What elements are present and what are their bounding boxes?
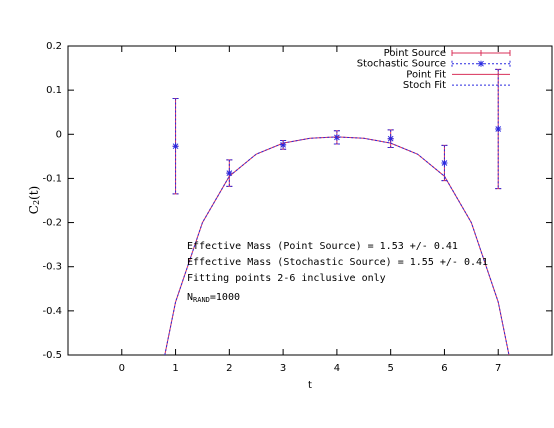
annotation: Effective Mass (Point Source) = 1.53 +/-… (187, 241, 458, 252)
y-label-main: C (27, 205, 41, 214)
annotation-rest: =1000 (210, 292, 240, 303)
point (226, 170, 233, 177)
x-tick-label: 6 (441, 363, 447, 374)
x-tick-label: 2 (226, 363, 232, 374)
point (495, 125, 502, 132)
y-tick-label: 0 (56, 129, 62, 140)
y-label-sub: 2 (32, 200, 41, 205)
fit-line (164, 136, 510, 355)
annotation-text: Effective Mass (Stochastic Source) = 1.5… (187, 257, 488, 268)
point (172, 143, 179, 150)
annotation: NRAND=1000 (187, 292, 240, 304)
point (280, 141, 287, 148)
y-tick-label: 0.1 (46, 85, 62, 96)
x-tick-label: 7 (495, 363, 501, 374)
annotation: Effective Mass (Stochastic Source) = 1.5… (187, 257, 488, 268)
y-tick-label: -0.5 (42, 350, 62, 361)
y-axis-label: C2(t) (27, 186, 42, 214)
y-tick-label: -0.3 (42, 262, 62, 273)
legend-label: Point Fit (406, 69, 446, 80)
y-tick-label: -0.1 (42, 173, 62, 184)
legend-marker (478, 50, 484, 56)
y-tick-label: -0.2 (42, 218, 62, 229)
annotation-text: N (187, 292, 193, 303)
annotation-text: Effective Mass (Point Source) = 1.53 +/-… (187, 241, 458, 252)
y-tick-label: -0.4 (42, 306, 62, 317)
x-tick-label: 4 (334, 363, 340, 374)
y-tick-label: 0.2 (46, 41, 62, 52)
error-bar (333, 130, 340, 145)
error-bar (495, 68, 502, 190)
x-tick-label: 5 (387, 363, 393, 374)
legend-label: Point Source (384, 48, 446, 59)
annotation-text: Fitting points 2-6 inclusive only (187, 273, 386, 284)
error-bar (172, 98, 179, 195)
annotation: Fitting points 2-6 inclusive only (187, 273, 386, 284)
x-tick-label: 1 (172, 363, 178, 374)
y-label-rest: (t) (27, 186, 41, 200)
plot-frame (67, 45, 553, 356)
legend-label: Stochastic Source (357, 59, 446, 70)
point (387, 135, 394, 142)
legend-marker (478, 60, 484, 67)
annotation-sub: RAND (193, 296, 210, 304)
x-axis-label: t (308, 380, 312, 391)
x-tick-label: 0 (119, 363, 125, 374)
point (441, 159, 448, 166)
legend-label: Stoch Fit (403, 80, 446, 91)
x-tick-label: 3 (280, 363, 286, 374)
